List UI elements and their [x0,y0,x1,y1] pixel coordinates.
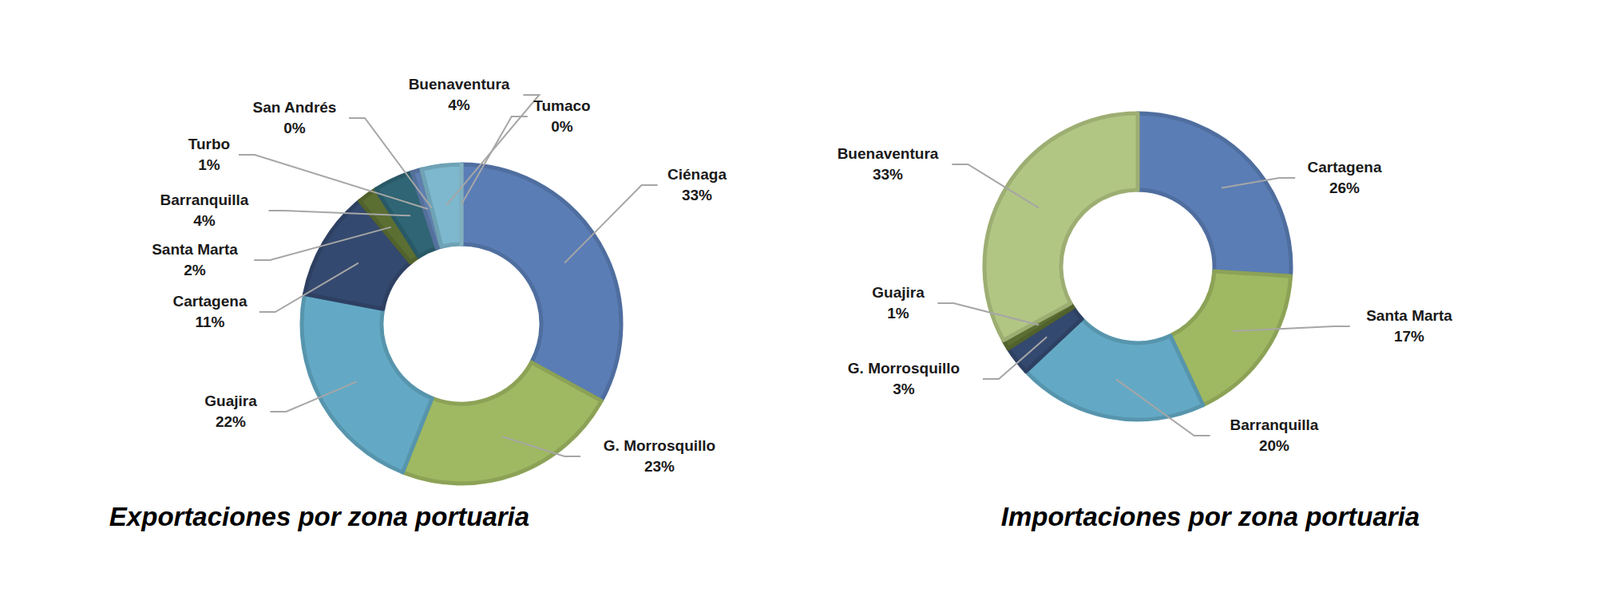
slice-label: Barranquilla [1230,416,1319,434]
slice-label: Barranquilla [160,191,250,209]
slice-value: 1% [887,304,910,322]
slice-label: Cartagena [173,293,248,310]
slice-value: 23% [644,458,675,476]
slice-label: Santa Marta [151,241,238,258]
leader-line [982,336,1047,380]
leader-line [253,227,392,261]
donut-1 [984,113,1292,420]
leader-line [502,436,581,457]
slice-value: 20% [1259,437,1290,455]
leader-line [1116,379,1211,436]
chart-title: Exportaciones por zona portuaria [109,502,530,532]
slice-label: Tumaco [533,97,591,115]
donut-slice [461,164,622,401]
slice-value: 4% [193,212,216,230]
donut-slice [301,294,432,473]
slice-value: 1% [198,156,221,174]
slice-label: Santa Marta [1366,307,1453,325]
leader-line [268,210,411,216]
leader-line [461,116,528,205]
slice-value: 33% [681,186,713,204]
slice-label: G. Morrosquillo [847,360,960,377]
slice-label: Ciénaga [667,166,727,183]
leader-line [446,95,539,206]
chart-canvas: Ciénaga 33% G. Morrosquillo 23% Guajira 22% Ca… [0,0,1600,592]
slice-label: Buenaventura [837,145,939,163]
donut-slice [1137,113,1292,277]
slice-value: 22% [215,413,246,431]
leader-line [937,303,1039,325]
donut-0 [301,164,622,484]
slice-label: Buenaventura [408,75,511,93]
leader-line [1232,326,1351,332]
slice-value: 2% [183,261,206,279]
chart-title: Importaciones por zona portuaria [1001,502,1420,532]
slice-value: 17% [1394,328,1425,345]
slice-value: 0% [283,119,306,137]
slice-value: 11% [195,313,226,331]
leader-line [564,185,658,264]
slice-value: 0% [550,118,574,135]
slice-label: Turbo [188,135,230,153]
donut-slice [421,164,462,247]
slice-value: 4% [447,96,471,114]
leader-line [269,381,357,412]
leader-line [1221,178,1296,188]
slice-label: Cartagena [1307,158,1383,176]
slice-label: G. Morrosquillo [603,437,716,455]
slice-label: San Andrés [253,99,337,116]
leader-line [259,263,359,313]
leader-line [348,118,432,209]
slice-value: 26% [1329,179,1360,197]
slice-value: 33% [872,166,903,183]
slice-value: 3% [892,380,915,398]
slice-label: Guajira [204,392,258,410]
leader-line [238,154,428,210]
donut-slice [984,113,1138,341]
leader-line [951,164,1039,209]
donut-slice [402,362,602,484]
slice-label: Guajira [871,284,925,301]
donut-slice [459,164,464,245]
